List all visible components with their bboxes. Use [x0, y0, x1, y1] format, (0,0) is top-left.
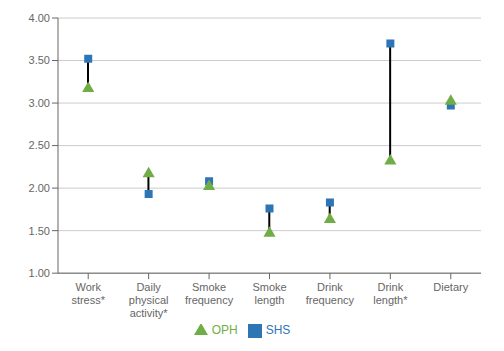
svg-text:1.00: 1.00 — [29, 267, 50, 279]
html-text:SHS: SHS — [265, 323, 291, 338]
svg-text:Dietary: Dietary — [433, 281, 468, 293]
svg-text:Dailyphysicalactivity*: Dailyphysicalactivity* — [129, 281, 169, 319]
svg-text:Workstress*: Workstress* — [71, 281, 105, 306]
svg-text:3.00: 3.00 — [29, 97, 50, 109]
svg-text:1.50: 1.50 — [29, 225, 50, 237]
svg-text:3.50: 3.50 — [29, 54, 50, 66]
svg-text:Smokefrequency: Smokefrequency — [185, 281, 234, 306]
svg-text:Drinkfrequency: Drinkfrequency — [306, 281, 355, 306]
svg-text:2.00: 2.00 — [29, 182, 50, 194]
svg-text:Drinklength*: Drinklength* — [373, 281, 408, 306]
svg-text:Smokelength: Smokelength — [252, 281, 286, 306]
svg-text:2.50: 2.50 — [29, 139, 50, 151]
html-text:OPH: OPH — [211, 323, 238, 338]
svg-text:4.00: 4.00 — [29, 12, 50, 24]
